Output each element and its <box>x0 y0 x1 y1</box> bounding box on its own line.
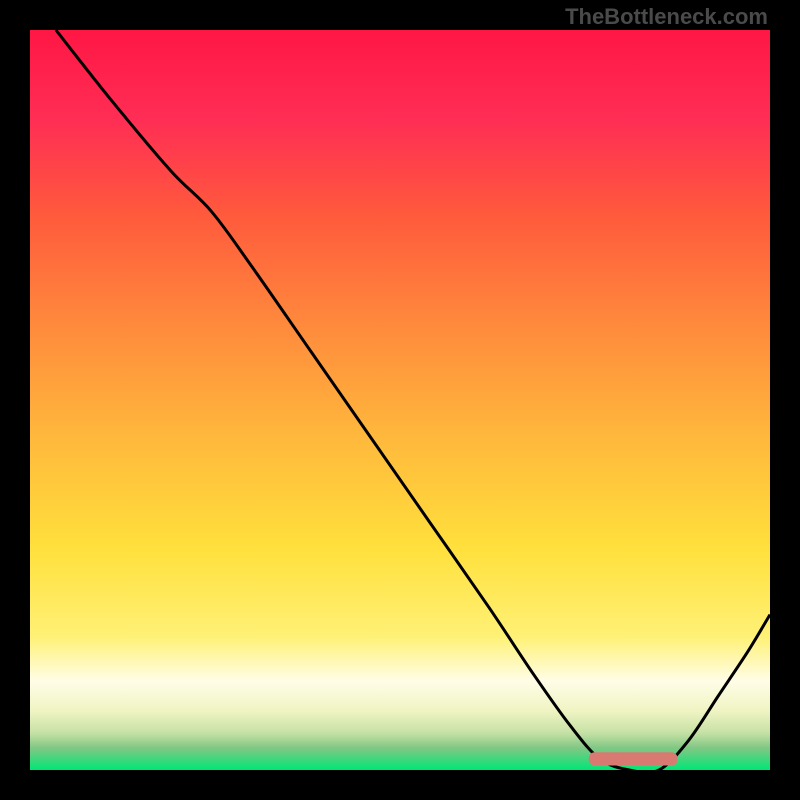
chart-svg <box>30 30 770 770</box>
low-marker-bar <box>589 752 678 765</box>
gradient-background <box>30 30 770 770</box>
chart-container <box>30 30 770 770</box>
watermark-text: TheBottleneck.com <box>565 4 768 30</box>
